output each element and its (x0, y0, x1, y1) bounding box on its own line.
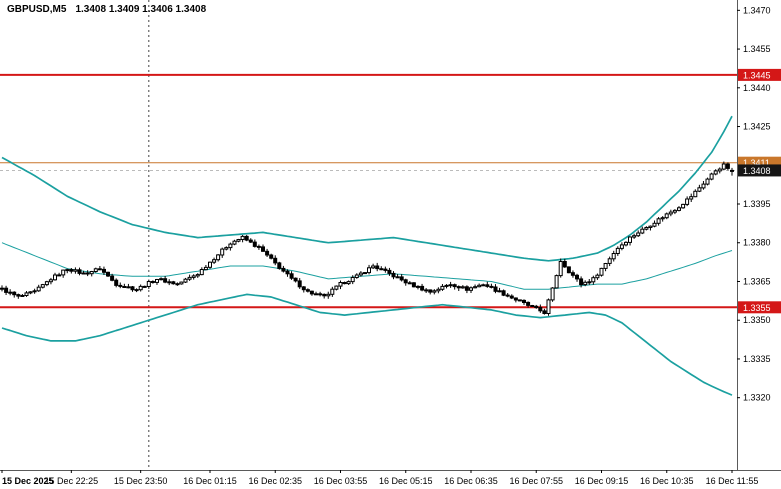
ohlc-values-label: 1.3408 1.3409 1.3406 1.3408 (75, 4, 207, 15)
level-price-badge-label: 1.3445 (743, 70, 771, 80)
price-axis[interactable]: 1.3470 1.3455 1.3440 1.3425 1.3395 1.3380 1.33… (737, 5, 781, 403)
bollinger-middle-band (1, 242, 733, 290)
level-price-badge-1.3355 (738, 301, 781, 314)
time-axis-label: 16 Dec 10:35 (640, 476, 694, 486)
price-tick-label: 1.3350 (743, 315, 771, 325)
time-axis-label: 15 Dec 23:50 (114, 476, 168, 486)
price-tick-label: 1.3440 (743, 83, 771, 93)
time-axis-label: 16 Dec 05:15 (379, 476, 433, 486)
bollinger-upper-band (1, 115, 733, 262)
level-price-badge-1.3445 (738, 68, 781, 81)
price-tick-label: 1.3395 (743, 199, 771, 209)
chart-title: GBPUSD,M5 1.3408 1.3409 1.3406 1.3408 (7, 4, 206, 15)
price-tick-label: 1.3425 (743, 122, 771, 132)
level-price-badge-label: 1.3411 (743, 158, 770, 168)
time-axis-label: 16 Dec 02:35 (248, 476, 302, 486)
level-price-badge-label: 1.3355 (743, 303, 771, 313)
time-axis-label: 16 Dec 06:35 (444, 476, 498, 486)
time-axis-label: 16 Dec 03:55 (314, 476, 368, 486)
price-tick-label: 1.3455 (743, 44, 771, 54)
price-tick-label: 1.3380 (743, 238, 771, 248)
time-axis-label: 15 Dec 22:25 (45, 476, 99, 486)
time-axis-label: 16 Dec 07:55 (509, 476, 563, 486)
time-axis-label: 16 Dec 09:15 (575, 476, 629, 486)
time-axis-label: 16 Dec 01:15 (183, 476, 237, 486)
symbol-period-label: GBPUSD,M5 (7, 4, 67, 15)
time-axis-label: 16 Dec 11:55 (706, 476, 759, 486)
price-tick-label: 1.3470 (743, 5, 771, 15)
time-axis-label: 15 Dec 2025 (2, 476, 54, 486)
price-tick-label: 1.3320 (743, 393, 771, 403)
current-price-badge-label: 1.3408 (743, 166, 771, 176)
bollinger-lower-band (1, 293, 733, 396)
candles (0, 161, 734, 316)
current-price-badge (738, 164, 781, 177)
price-tick-label: 1.3365 (743, 276, 771, 286)
price-tick-label: 1.3335 (743, 354, 771, 364)
